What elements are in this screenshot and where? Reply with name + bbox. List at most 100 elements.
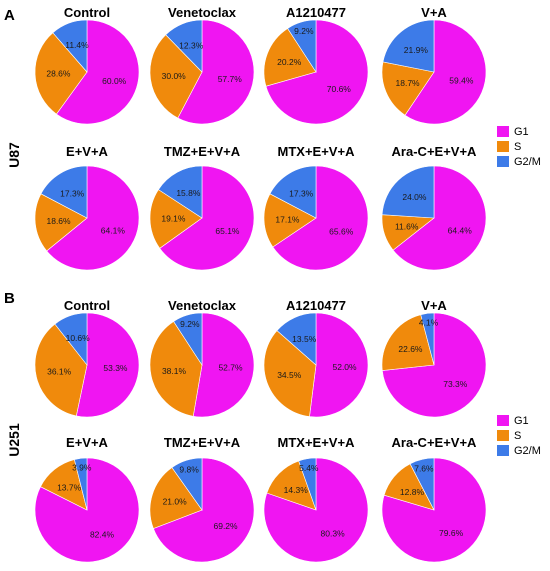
panel-label: A [4,7,15,24]
pie-title: Venetoclax [168,5,237,20]
slice-g2-m [54,312,88,366]
pie-tmz-e-v-a: TMZ+E+V+A 69.2% 21.0% 9.8% [149,435,255,563]
slice-label-g2-m: 3.9% [72,463,92,473]
slice-g2-m [269,165,317,219]
slice-label-g1: 64.1% [101,225,126,235]
slice-s [149,34,203,119]
slice-g1 [56,19,140,125]
slice-g2-m [74,457,88,511]
pie-title: TMZ+E+V+A [164,435,241,450]
panel-b: B U251 Control 53.3% 36.1% 10.6% Venetoclax 52.… [4,290,541,563]
slice-label-s: 38.1% [162,366,187,376]
slice-label-g1: 82.4% [90,529,115,539]
slice-label-g2-m: 9.2% [180,319,200,329]
slice-g1 [46,165,140,271]
panel-label: B [4,290,15,307]
pie-control: Control 53.3% 36.1% 10.6% [34,298,140,418]
pie-e-v-a: E+V+A 64.1% 18.6% 17.3% [34,144,140,271]
slice-label-g2-m: 12.3% [179,41,204,51]
slice-g2-m [276,312,317,366]
slice-g1 [159,165,255,271]
pie-title: MTX+E+V+A [278,144,356,159]
slice-g2-m [173,312,203,367]
slice-label-s: 17.1% [275,215,300,225]
pie-title: V+A [421,298,447,313]
slice-label-g2-m: 15.8% [176,188,201,198]
panel-a: A U87 Control 60.0% 28.6% 11.4% Venetoclax 57.7… [4,5,541,271]
slice-g1 [153,457,255,563]
slice-g2-m [40,165,88,219]
slice-s [381,61,435,116]
slice-g2-m [420,312,435,366]
legend-label-g2-m: G2/M [514,156,541,168]
pie-title: Ara-C+E+V+A [392,435,478,450]
slice-label-g2-m: 21.9% [404,45,429,55]
slice-label-g1: 65.1% [215,226,240,236]
slice-s [263,28,317,87]
slice-label-s: 36.1% [47,367,72,377]
slice-s [34,32,88,115]
row-label: U251 [6,423,22,457]
pie-title: Control [64,298,110,313]
slice-label-g1: 57.7% [218,74,243,84]
slice-label-g1: 60.0% [102,76,127,86]
slice-g2-m [381,165,435,219]
slice-label-g2-m: 10.6% [66,333,91,343]
pie-title: TMZ+E+V+A [164,144,241,159]
slice-g1 [263,457,369,563]
slice-label-g2-m: 24.0% [402,192,427,202]
legend: G1 S G2/M [497,415,541,457]
slice-label-s: 18.6% [46,216,71,226]
slice-label-s: 11.6% [395,221,419,231]
pie-v-a: V+A 59.4% 18.7% 21.9% [381,5,487,125]
slice-g2-m [409,457,435,511]
pie-mtx-e-v-a: MTX+E+V+A 80.3% 14.3% 5.4% [263,435,369,563]
slice-label-s: 19.1% [161,214,186,224]
row-label: U87 [6,142,22,168]
slice-label-s: 20.2% [277,57,302,67]
slice-label-s: 14.3% [284,485,309,495]
pie-title: V+A [421,5,447,20]
pie-mtx-e-v-a: MTX+E+V+A 65.6% 17.1% 17.3% [263,144,369,271]
slice-label-s: 28.6% [46,68,71,78]
slice-s [149,189,203,249]
legend: G1 S G2/M [497,126,541,168]
slice-g1 [309,312,369,418]
slice-g1 [34,457,140,563]
slice-s [263,330,317,417]
pie-title: Control [64,5,110,20]
slice-label-s: 22.6% [398,344,423,354]
pie-a1210477: A1210477 52.0% 34.5% 13.5% [263,298,369,418]
slice-g2-m [298,457,317,511]
legend-label-s: S [514,430,521,442]
slice-g1 [404,19,487,125]
pie-title: E+V+A [66,435,109,450]
slice-s [263,193,317,248]
slice-s [34,323,88,417]
legend-swatch-s [497,141,509,152]
slice-label-g1: 79.6% [439,528,464,538]
slice-label-g1: 80.3% [321,528,346,538]
slice-g2-m [287,19,317,74]
pie-control: Control 60.0% 28.6% 11.4% [34,5,140,125]
pie-ara-c-e-v-a: Ara-C+E+V+A 64.4% 11.6% 24.0% [381,144,487,271]
pie-title: E+V+A [66,144,109,159]
slice-label-s: 30.0% [162,71,187,81]
slice-g2-m [158,165,203,219]
slice-label-g2-m: 9.2% [294,26,314,36]
legend-label-g1: G1 [514,415,529,427]
slice-label-g1: 73.3% [443,379,468,389]
slice-g1 [272,165,369,271]
slice-label-g1: 52.0% [332,362,357,372]
pie-title: Ara-C+E+V+A [392,144,478,159]
slice-label-g1: 53.3% [103,363,128,373]
pie-tmz-e-v-a: TMZ+E+V+A 65.1% 19.1% 15.8% [149,144,255,271]
legend-swatch-s [497,430,509,441]
slice-label-g1: 70.6% [327,84,352,94]
slice-g1 [192,312,255,418]
slice-label-g2-m: 17.3% [289,189,314,199]
pie-title: A1210477 [286,5,346,20]
slice-g2-m [52,19,88,73]
pie-title: A1210477 [286,298,346,313]
slice-label-g1: 69.2% [213,521,238,531]
